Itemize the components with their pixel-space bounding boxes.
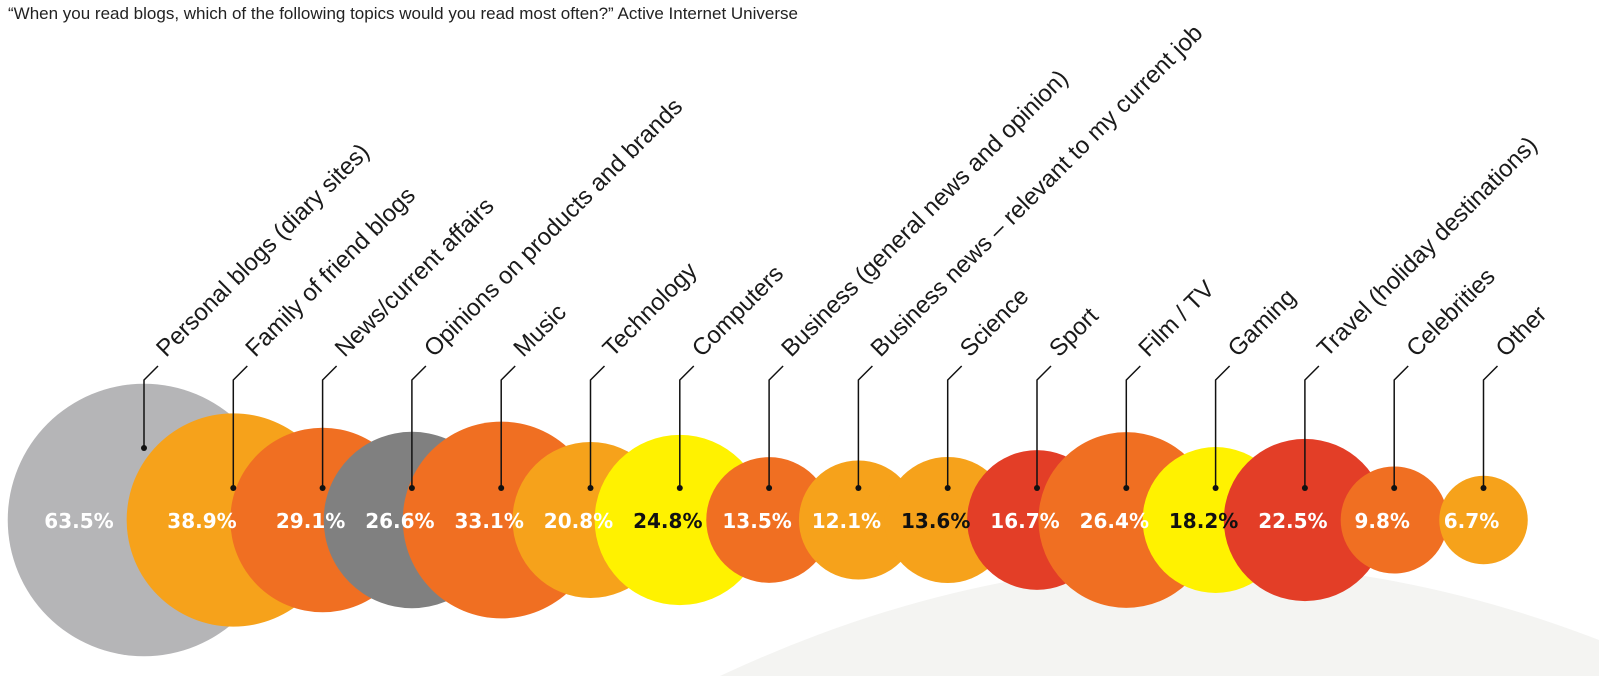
category-label: Family of friend blogs: [240, 182, 420, 362]
leader-dot: [408, 485, 415, 491]
leader-line: [1036, 365, 1052, 488]
leader-line: [679, 365, 695, 488]
leader-dot: [944, 485, 951, 491]
leader-dot: [1212, 485, 1219, 491]
leader-line: [857, 365, 873, 488]
category-label: Gaming: [1223, 284, 1302, 363]
value-label: 12.1%: [812, 509, 881, 533]
leader-line: [1125, 365, 1141, 488]
category-labels-layer: Personal blogs (diary sites)Family of fr…: [151, 20, 1552, 363]
value-label: 38.9%: [167, 509, 236, 533]
category-label: Celebrities: [1401, 263, 1500, 362]
leader-line: [768, 365, 784, 488]
leader-line: [589, 365, 606, 488]
leader-dot: [1391, 485, 1398, 491]
value-label: 22.5%: [1258, 509, 1327, 533]
value-label: 26.6%: [365, 509, 434, 533]
leader-line: [1482, 365, 1499, 488]
value-label: 63.5%: [44, 509, 113, 533]
category-label: Technology: [598, 257, 703, 362]
bubble-7: [706, 457, 832, 583]
bubble-15: [1439, 475, 1528, 565]
bubble-14: [1340, 466, 1448, 574]
chart-title: “When you read blogs, which of the follo…: [8, 4, 798, 23]
value-label: 13.6%: [901, 509, 970, 533]
leader-line: [1304, 365, 1320, 488]
value-label: 9.8%: [1354, 509, 1409, 533]
leader-dot: [498, 485, 505, 491]
category-label: Sport: [1044, 302, 1104, 362]
category-label: Music: [508, 299, 571, 362]
value-label: 24.8%: [633, 509, 702, 533]
value-label: 6.7%: [1444, 509, 1499, 533]
value-label: 26.4%: [1080, 509, 1149, 533]
leader-dot: [141, 445, 147, 451]
background-arc: [720, 563, 1599, 676]
bubble-6: [594, 434, 765, 606]
leader-line: [1214, 365, 1231, 488]
leader-line: [1393, 365, 1409, 488]
leader-dot: [1301, 485, 1308, 491]
leader-line: [143, 365, 159, 448]
value-label: 33.1%: [455, 509, 524, 533]
bubble-8: [798, 460, 918, 580]
leaders-layer: [141, 365, 1499, 491]
category-label: Film / TV: [1133, 276, 1220, 363]
category-label: News/current affairs: [330, 193, 500, 363]
category-label: Science: [955, 283, 1034, 362]
value-label: 29.1%: [276, 509, 345, 533]
bubble-13: [1223, 438, 1387, 602]
leader-dot: [230, 485, 237, 491]
leader-dot: [1034, 485, 1040, 491]
leader-dot: [676, 485, 683, 491]
leader-dot: [587, 485, 594, 491]
leader-line: [500, 365, 516, 488]
leader-dot: [766, 485, 773, 491]
leader-line: [411, 365, 427, 488]
value-label: 13.5%: [722, 509, 791, 533]
value-label: 16.7%: [990, 509, 1059, 533]
category-label: Other: [1491, 301, 1553, 363]
category-label: Business news – relevant to my current j…: [866, 20, 1209, 363]
leader-line: [946, 365, 963, 488]
bubbles-layer: [7, 383, 1528, 657]
leader-dot: [1123, 485, 1130, 491]
value-labels-layer: 63.5% 38.9% 29.1% 26.6% 33.1% 20.8% 24.8% 13.5%…: [44, 509, 1499, 533]
leader-dot: [1480, 485, 1487, 491]
leader-dot: [319, 485, 326, 491]
leader-line: [321, 365, 338, 488]
leader-dot: [855, 485, 862, 491]
leader-line: [232, 365, 248, 488]
category-label: Computers: [687, 260, 789, 362]
value-label: 20.8%: [544, 509, 613, 533]
value-label: 18.2%: [1169, 509, 1238, 533]
